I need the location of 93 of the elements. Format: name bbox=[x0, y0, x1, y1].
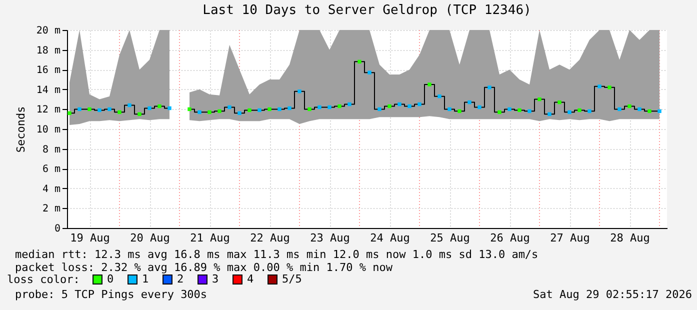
point bbox=[498, 110, 502, 114]
point bbox=[258, 108, 262, 112]
point bbox=[608, 86, 612, 90]
point bbox=[508, 107, 512, 112]
x-tick-label: 23 Aug bbox=[310, 232, 350, 244]
point bbox=[368, 70, 372, 74]
point bbox=[278, 107, 282, 112]
point bbox=[218, 109, 222, 114]
point bbox=[88, 107, 92, 112]
x-tick-label: 19 Aug bbox=[70, 232, 110, 244]
x-tick-label: 21 Aug bbox=[190, 232, 230, 244]
x-tick-label: 20 Aug bbox=[130, 232, 170, 244]
point bbox=[298, 90, 302, 94]
chart-title: Last 10 Days to Server Geldrop (TCP 12346) bbox=[202, 3, 532, 18]
point bbox=[458, 109, 462, 114]
point bbox=[598, 84, 602, 88]
point bbox=[248, 108, 252, 112]
point bbox=[318, 105, 322, 110]
point bbox=[138, 112, 142, 116]
point bbox=[578, 108, 582, 112]
point bbox=[168, 106, 172, 110]
point bbox=[398, 102, 402, 106]
y-tick-label: 14 m bbox=[36, 84, 60, 96]
point bbox=[628, 104, 632, 108]
y-axis-title: Seconds bbox=[14, 106, 28, 153]
x-tick-label: 22 Aug bbox=[250, 232, 290, 244]
point bbox=[538, 97, 542, 102]
point bbox=[68, 111, 72, 116]
legend-title: loss color: bbox=[7, 273, 80, 286]
y-tick-label: 0 bbox=[54, 224, 60, 234]
legend-label: 2 bbox=[177, 272, 184, 286]
x-tick-label: 28 Aug bbox=[610, 232, 650, 244]
point bbox=[268, 107, 272, 112]
point bbox=[158, 104, 162, 108]
x-tick-label: 27 Aug bbox=[550, 232, 590, 244]
y-tick-label: 12 m bbox=[36, 104, 60, 116]
point bbox=[648, 109, 652, 114]
y-tick-label: 20 m bbox=[36, 26, 60, 36]
point bbox=[428, 82, 432, 86]
legend-label: 4 bbox=[247, 272, 254, 286]
x-tick-label: 25 Aug bbox=[430, 232, 470, 244]
point bbox=[388, 104, 392, 108]
point bbox=[448, 107, 452, 112]
point bbox=[658, 109, 662, 114]
x-tick-label: 24 Aug bbox=[370, 232, 410, 244]
point bbox=[438, 94, 442, 98]
point bbox=[288, 106, 292, 110]
point bbox=[468, 100, 472, 104]
text: packet loss: 2.32 % avg 16.89 % max 0.00 % min 1.70 % now bbox=[15, 261, 393, 274]
point bbox=[528, 109, 532, 114]
legend-label: 0 bbox=[107, 272, 114, 286]
point bbox=[148, 106, 152, 110]
point bbox=[408, 104, 412, 108]
legend-label: 5/5 bbox=[282, 272, 302, 286]
point bbox=[478, 105, 482, 110]
point bbox=[638, 107, 642, 112]
point bbox=[488, 86, 492, 90]
point bbox=[118, 110, 122, 114]
point bbox=[348, 102, 352, 106]
y-tick-label: 4 m bbox=[42, 184, 60, 195]
point bbox=[98, 108, 102, 112]
point bbox=[378, 107, 382, 112]
point bbox=[108, 107, 112, 112]
legend-label: 3 bbox=[212, 272, 219, 286]
point bbox=[618, 107, 622, 112]
point bbox=[418, 102, 422, 106]
y-tick-label: 6 m bbox=[42, 164, 60, 176]
y-tick-label: 10 m bbox=[36, 124, 60, 136]
point bbox=[358, 60, 362, 64]
point bbox=[338, 104, 342, 108]
text: Sat Aug 29 02:55:17 2026 bbox=[533, 288, 692, 301]
text: probe: 5 TCP Pings every 300s bbox=[15, 288, 208, 301]
y-tick-label: 2 m bbox=[42, 204, 60, 215]
point bbox=[188, 107, 192, 112]
point bbox=[558, 100, 562, 104]
point bbox=[308, 107, 312, 112]
y-tick-label: 16 m bbox=[36, 65, 60, 76]
x-tick-label: 26 Aug bbox=[490, 232, 530, 244]
point bbox=[238, 111, 242, 116]
point bbox=[588, 109, 592, 114]
point bbox=[548, 112, 552, 116]
point bbox=[78, 107, 82, 112]
point bbox=[228, 105, 232, 110]
text: median rtt: 12.3 ms avg 16.8 ms max 11.3 ms min 12.0 ms now 1.0 ms sd 13.0 am/s bbox=[15, 248, 538, 261]
point bbox=[518, 108, 522, 112]
point bbox=[328, 105, 332, 110]
y-tick-label: 18 m bbox=[36, 45, 60, 56]
point bbox=[128, 103, 132, 108]
legend-label: 1 bbox=[142, 272, 149, 286]
point bbox=[568, 110, 572, 114]
y-tick-label: 8 m bbox=[42, 144, 60, 156]
point bbox=[198, 110, 202, 114]
point bbox=[208, 110, 212, 114]
